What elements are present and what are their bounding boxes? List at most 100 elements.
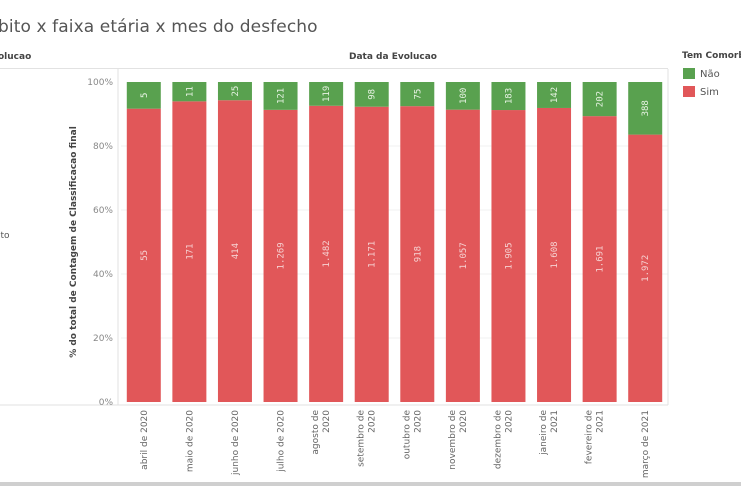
x-tick-label: maio de 2020: [185, 410, 195, 472]
bar-sim[interactable]: [263, 109, 298, 403]
bar-sim[interactable]: [400, 106, 435, 402]
y-tick-label: 80%: [93, 142, 113, 152]
legend-item-sim[interactable]: Sim: [683, 86, 719, 98]
bar-group[interactable]: 98 1.171: [354, 82, 389, 402]
y-tick-label: 20%: [93, 334, 113, 344]
data-label-nao: 119: [322, 86, 332, 102]
data-label-sim: 918: [413, 246, 423, 262]
bar-nao[interactable]: [537, 82, 572, 108]
header-divider: [0, 68, 668, 69]
bar-nao[interactable]: [400, 82, 435, 107]
data-label-nao: 388: [641, 100, 651, 116]
x-tick-label: 2020: [413, 410, 423, 433]
data-label-nao: 25: [231, 86, 241, 97]
bar-sim[interactable]: [582, 116, 617, 403]
data-label-sim: 1.608: [550, 241, 560, 268]
data-label-sim: 1.057: [459, 242, 469, 269]
bar-nao[interactable]: [263, 82, 298, 110]
bar-sim[interactable]: [126, 108, 161, 403]
bar-group[interactable]: 121 1.269: [263, 82, 298, 403]
bars: 55511171254141211.2691191.482981.1717591…: [126, 82, 663, 403]
data-label-nao: 202: [596, 91, 606, 107]
bar-group[interactable]: 100 1.057: [445, 82, 480, 402]
data-label-nao: 75: [413, 89, 423, 100]
x-tick-label: 2020: [459, 410, 469, 433]
y-tick-label: 40%: [93, 270, 113, 280]
data-label-sim: 1.269: [277, 242, 287, 269]
bar-group[interactable]: 75 918: [400, 82, 435, 402]
bar-sim[interactable]: [172, 101, 207, 402]
chart-title: bito x faixa etária x mes do desfecho: [0, 17, 318, 37]
bar-nao[interactable]: [172, 82, 207, 102]
data-label-nao: 11: [185, 86, 195, 97]
bar-group[interactable]: 142 1.608: [537, 82, 572, 403]
data-label-sim: 1.972: [641, 255, 651, 282]
data-label-sim: 55: [140, 250, 150, 261]
legend-swatch-sim: [683, 86, 695, 97]
bar-sim[interactable]: [537, 107, 572, 403]
bar-nao[interactable]: [126, 82, 161, 109]
bar-sim[interactable]: [491, 110, 526, 403]
legend-label-nao: Não: [700, 69, 720, 80]
plot-frame: [0, 69, 669, 406]
bar-group[interactable]: 11 171: [172, 82, 207, 402]
gridlines: [121, 145, 668, 339]
data-label-nao: 183: [504, 88, 514, 104]
y-tick-label: 0%: [99, 398, 114, 408]
x-tick-label: 2020: [322, 410, 332, 433]
bar-group[interactable]: 183 1.905: [491, 82, 526, 403]
x-tick-label: agosto de: [311, 410, 321, 455]
bar-sim[interactable]: [309, 105, 344, 403]
legend-title: Tem Comorb: [682, 51, 741, 61]
x-tick-label: julho de 2020: [277, 410, 287, 473]
legend-swatch-nao: [683, 68, 695, 79]
x-axis-labels: abril de 2020 maio de 2020 junho de 2020 ju…: [140, 410, 651, 479]
bar-nao[interactable]: [217, 82, 252, 101]
data-label-sim: 414: [231, 243, 241, 259]
bar-nao[interactable]: [628, 82, 663, 135]
bar-group[interactable]: 25 414: [217, 82, 252, 402]
y-axis-ticks: 0% 20% 40% 60% 80% 100%: [87, 78, 113, 408]
row-label: ito: [0, 231, 10, 241]
bar-sim[interactable]: [354, 106, 389, 402]
bar-group[interactable]: 388 1.972: [628, 82, 663, 402]
legend-item-nao[interactable]: Não: [683, 68, 720, 80]
bar-group[interactable]: 119 1.482: [309, 82, 344, 403]
row-header: olucao: [0, 52, 32, 62]
x-tick-label: 2020: [504, 410, 514, 433]
bar-nao[interactable]: [354, 82, 389, 107]
x-tick-label: outubro de: [402, 410, 412, 460]
x-tick-label: junho de 2020: [231, 410, 241, 476]
bar-group[interactable]: 202 1.691: [582, 82, 617, 403]
data-label-nao: 142: [550, 87, 560, 103]
data-label-sim: 1.482: [322, 240, 332, 267]
horizontal-scrollbar[interactable]: [0, 482, 741, 486]
data-label-sim: 171: [185, 244, 195, 260]
data-label-sim: 1.171: [368, 241, 378, 268]
bar-nao[interactable]: [582, 82, 617, 117]
bar-sim[interactable]: [217, 100, 252, 402]
bar-group[interactable]: 555: [126, 82, 161, 403]
legend-label-sim: Sim: [700, 87, 719, 98]
y-tick-label: 100%: [87, 78, 113, 88]
x-tick-label: abril de 2020: [140, 410, 150, 470]
x-tick-label: janeiro de: [539, 410, 549, 456]
x-tick-label: fevereiro de: [585, 410, 595, 465]
bar-sim[interactable]: [445, 109, 480, 402]
data-label-nao: 5: [140, 93, 150, 98]
bar-nao[interactable]: [309, 82, 344, 106]
data-label-sim: 1.905: [504, 242, 514, 269]
data-label-nao: 100: [459, 88, 469, 104]
x-tick-label: setembro de: [357, 410, 367, 467]
bar-nao[interactable]: [445, 82, 480, 110]
x-tick-label: 2020: [368, 410, 378, 433]
bar-sim[interactable]: [628, 134, 663, 402]
x-tick-label: 2021: [550, 410, 560, 433]
data-label-sim: 1.691: [596, 246, 606, 273]
x-axis-title: Data da Evolucao: [349, 52, 437, 62]
data-label-nao: 98: [368, 89, 378, 100]
bar-nao[interactable]: [491, 82, 526, 111]
x-tick-label: 2021: [596, 410, 606, 433]
x-tick-label: novembro de: [448, 410, 458, 470]
